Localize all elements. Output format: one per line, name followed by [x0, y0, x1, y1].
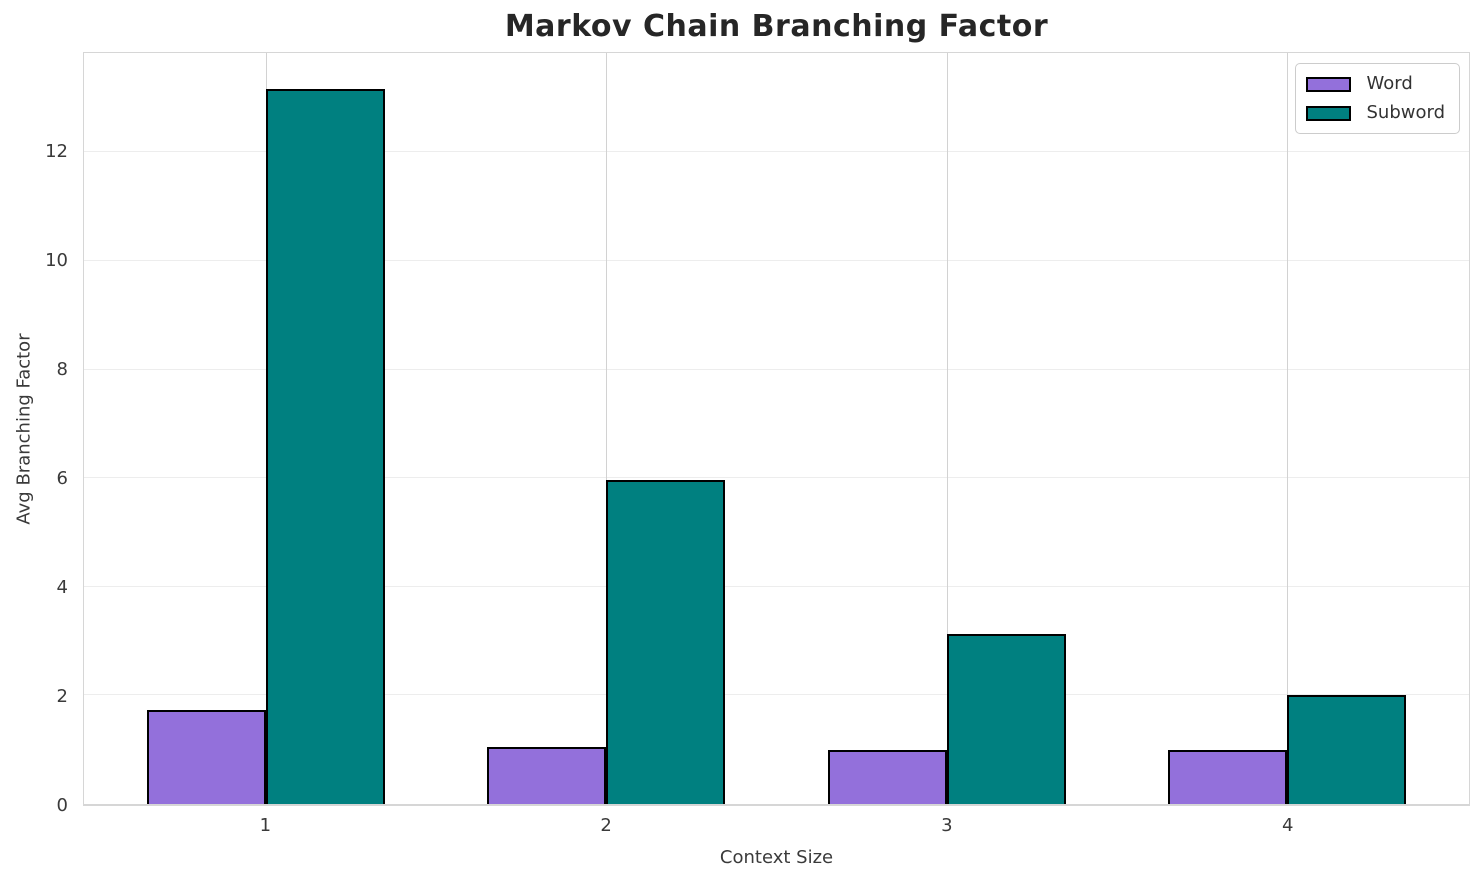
y-tick-label-12: 12 — [45, 140, 68, 162]
bar-subword-x1 — [266, 88, 386, 804]
v-gridline-x2 — [606, 53, 608, 804]
bar-word-x3 — [827, 749, 947, 804]
legend-item-word: Word — [1306, 73, 1445, 95]
bar-subword-x2 — [606, 479, 726, 804]
y-tick-label-4: 4 — [56, 576, 68, 598]
x-axis-label: Context Size — [719, 847, 834, 868]
plot-area: Word Subword — [83, 52, 1470, 806]
y-tick-label-10: 10 — [45, 249, 68, 271]
x-tick-label-2: 2 — [600, 815, 612, 836]
y-tick-label-6: 6 — [56, 467, 68, 489]
bar-subword-x3 — [946, 633, 1066, 804]
x-tick-label-1: 1 — [259, 815, 272, 836]
bar-word-x1 — [146, 710, 267, 804]
v-gridline-x4 — [1286, 53, 1288, 804]
bar-word-x2 — [487, 746, 607, 804]
y-tick-label-8: 8 — [56, 358, 68, 380]
h-gridline-y10 — [84, 259, 1469, 261]
legend-label-word: Word — [1366, 73, 1413, 94]
x-tick-label-3: 3 — [941, 815, 953, 836]
legend-label-subword: Subword — [1366, 102, 1445, 123]
h-gridline-y12 — [84, 151, 1469, 153]
legend-item-subword: Subword — [1306, 102, 1445, 124]
bar-subword-x4 — [1286, 694, 1407, 804]
h-gridline-y8 — [84, 368, 1469, 370]
legend-swatch-word — [1306, 76, 1352, 92]
h-gridline-y6 — [84, 477, 1469, 479]
legend-swatch-subword — [1306, 105, 1352, 121]
legend: Word Subword — [1295, 63, 1460, 134]
bar-word-x4 — [1167, 749, 1287, 804]
v-gridline-x3 — [946, 53, 948, 804]
chart-title: Markov Chain Branching Factor — [504, 9, 1049, 44]
legend-items: Word Subword — [1306, 73, 1445, 124]
x-tick-label-4: 4 — [1281, 815, 1294, 836]
h-gridline-y2 — [84, 694, 1469, 696]
y-axis-label: Avg Branching Factor — [13, 333, 35, 525]
y-tick-label-0: 0 — [56, 795, 68, 816]
y-tick-label-2: 2 — [56, 685, 68, 707]
h-gridline-y4 — [84, 585, 1469, 587]
